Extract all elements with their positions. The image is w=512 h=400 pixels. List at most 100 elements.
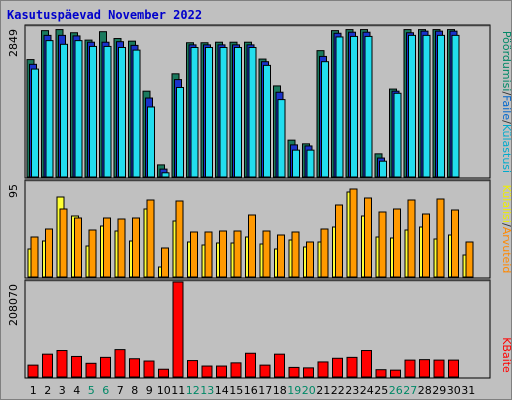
day-label: 6 xyxy=(102,384,109,397)
bar-sites xyxy=(45,228,53,278)
bar-sites xyxy=(30,236,39,278)
bar-kbytes xyxy=(42,353,53,378)
bar-kbytes xyxy=(419,359,430,378)
bar-sites xyxy=(364,197,372,278)
bar-visits xyxy=(451,34,460,178)
bar-kbytes xyxy=(129,358,140,378)
legend-entry: Külastusi xyxy=(500,124,512,173)
bar-sites xyxy=(190,231,198,278)
bar-kbytes xyxy=(230,362,242,378)
bar-visits xyxy=(103,45,112,178)
bar-sites xyxy=(335,204,343,278)
legend-entry: Arvuteid xyxy=(500,227,512,274)
bar-visits xyxy=(132,49,141,178)
day-label: 9 xyxy=(146,384,153,397)
bar-kbytes xyxy=(375,369,387,378)
day-label: 24 xyxy=(360,384,374,397)
bar-visits xyxy=(74,40,83,178)
bar-kbytes xyxy=(71,355,82,378)
bar-kbytes xyxy=(56,350,68,378)
bar-visits xyxy=(321,61,329,178)
bar-kbytes xyxy=(158,368,169,378)
bar-sites xyxy=(306,241,314,278)
bar-sites xyxy=(320,228,329,278)
ymax-label-3: 208070 xyxy=(7,284,20,326)
bar-kbytes xyxy=(114,349,126,378)
bar-visits xyxy=(89,45,97,178)
bar-visits xyxy=(248,46,257,178)
day-label: 29 xyxy=(432,384,446,397)
bar-kbytes xyxy=(404,359,416,378)
bar-kbytes xyxy=(143,360,155,378)
legend-entry: / xyxy=(500,91,512,95)
day-label: 23 xyxy=(345,384,359,397)
day-label: 26 xyxy=(389,384,403,397)
day-label: 22 xyxy=(331,384,345,397)
bar-visits xyxy=(393,92,402,178)
day-label: 18 xyxy=(273,384,287,397)
bar-visits xyxy=(422,34,431,178)
bar-visits xyxy=(263,64,271,178)
bar-kbytes xyxy=(361,350,372,378)
ymax-label-2: 95 xyxy=(7,184,20,198)
bar-visits xyxy=(277,99,286,178)
legend-entry: Külalisi xyxy=(500,185,512,223)
bar-sites xyxy=(349,188,358,278)
day-label: 12 xyxy=(186,384,200,397)
day-label: 4 xyxy=(73,384,80,397)
legend-entry: Faile xyxy=(500,95,512,120)
day-label: 3 xyxy=(59,384,66,397)
bar-kbytes xyxy=(245,352,256,378)
legend-entry: KBaite xyxy=(500,337,512,373)
bar-sites xyxy=(393,208,401,278)
day-label: 11 xyxy=(171,384,185,397)
legend-entry: / xyxy=(500,120,512,124)
bar-visits xyxy=(437,34,445,178)
chart-title: Kasutuspäevad November 2022 xyxy=(7,8,203,22)
bar-visits xyxy=(147,106,155,178)
bar-visits xyxy=(306,149,315,178)
bar-kbytes xyxy=(303,367,314,378)
bar-sites xyxy=(103,217,111,278)
bar-kbytes xyxy=(201,365,213,378)
bar-kbytes xyxy=(187,360,198,378)
day-label: 19 xyxy=(287,384,301,397)
bar-sites xyxy=(132,217,140,278)
day-label: 28 xyxy=(418,384,432,397)
bar-sites xyxy=(262,230,271,278)
bar-kbytes xyxy=(216,365,227,378)
day-label: 31 xyxy=(461,384,475,397)
bar-visits xyxy=(350,35,358,178)
day-label: 30 xyxy=(447,384,461,397)
bar-visits xyxy=(161,172,170,178)
bar-kbytes xyxy=(448,359,459,378)
bar-sites xyxy=(451,209,459,278)
bar-sites xyxy=(422,213,430,278)
bar-visits xyxy=(292,149,300,178)
bar-visits xyxy=(408,34,416,178)
bar-sites xyxy=(248,214,256,278)
bar-sites xyxy=(436,198,445,278)
bar-visits xyxy=(190,46,199,178)
legend-entry: Pöördumisi xyxy=(500,31,512,92)
bar-kbytes xyxy=(274,353,285,378)
bar-kbytes xyxy=(85,362,97,378)
day-label: 16 xyxy=(244,384,258,397)
bar-visits xyxy=(379,160,387,178)
day-label: 25 xyxy=(374,384,388,397)
bar-sites xyxy=(146,199,155,278)
day-label: 27 xyxy=(403,384,417,397)
bar-sites xyxy=(204,231,213,278)
bar-sites xyxy=(175,200,184,278)
bar-kbytes xyxy=(390,369,401,378)
bar-visits xyxy=(364,35,373,178)
bar-visits xyxy=(219,46,228,178)
day-label: 5 xyxy=(88,384,95,397)
day-label: 14 xyxy=(215,384,229,397)
day-label: 8 xyxy=(131,384,138,397)
bar-sites xyxy=(88,229,97,278)
legend-middle: Külalisi/Arvuteid xyxy=(500,185,512,274)
bar-sites xyxy=(465,241,474,278)
day-label: 2 xyxy=(44,384,51,397)
